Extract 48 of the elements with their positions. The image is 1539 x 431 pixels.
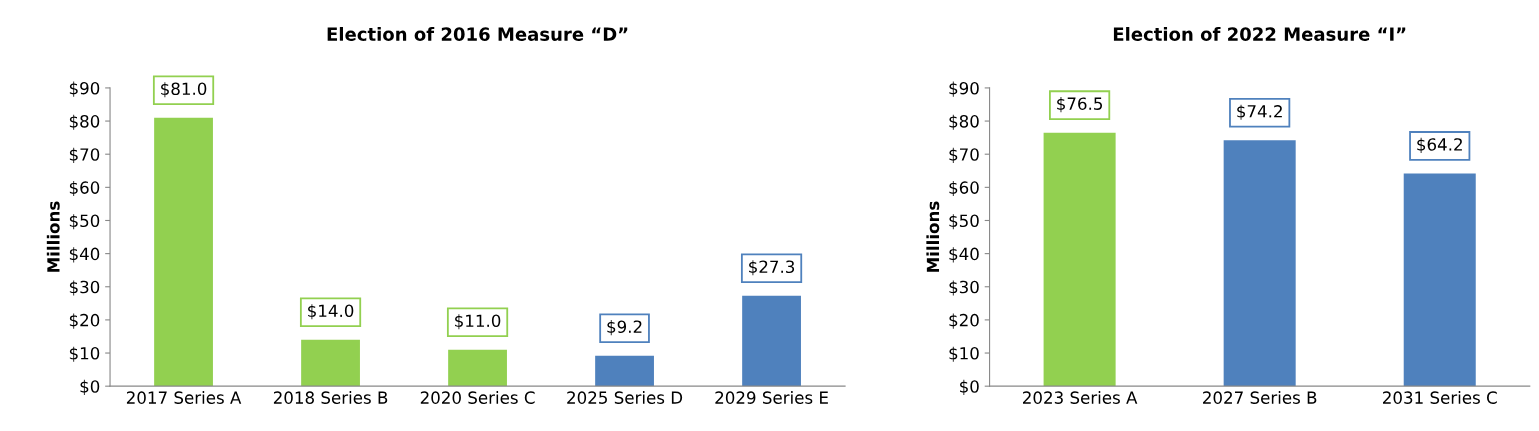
y-tick-label: $50	[69, 214, 100, 230]
data-label: $27.3	[749, 260, 795, 276]
chart-title: Election of 2016 Measure “D”	[327, 26, 628, 41]
y-tick-label: $40	[69, 247, 100, 263]
y-tick-label: $0	[960, 379, 979, 395]
x-tick-label: 2020 Series C	[420, 391, 535, 404]
x-tick-label: 2017 Series A	[126, 391, 242, 404]
y-tick-label: $20	[69, 313, 100, 329]
x-tick-label: 2018 Series B	[273, 391, 388, 404]
bar	[301, 339, 360, 387]
y-axis-title: Millions	[46, 201, 60, 272]
data-label: $81.0	[161, 82, 207, 98]
y-tick-label: $70	[69, 147, 100, 163]
bar	[154, 117, 213, 387]
bar	[1043, 132, 1116, 387]
bar	[595, 355, 654, 387]
y-tick-label: $0	[80, 379, 100, 395]
y-tick-label: $30	[69, 280, 100, 296]
y-tick-label: $70	[949, 147, 979, 163]
data-label: $76.5	[1057, 97, 1103, 113]
y-tick-label: $10	[69, 346, 100, 362]
y-tick-label: $40	[949, 247, 979, 263]
y-axis-title: Millions	[926, 201, 940, 272]
bar	[742, 295, 801, 387]
y-tick-label: $60	[69, 181, 100, 197]
y-tick-label: $90	[949, 81, 979, 97]
y-tick-label: $60	[949, 181, 979, 197]
y-tick-label: $90	[69, 81, 100, 97]
y-tick-label: $10	[949, 346, 979, 362]
y-tick-label: $20	[949, 313, 979, 329]
bar	[1223, 140, 1296, 387]
data-label: $9.2	[607, 320, 642, 336]
data-label: $74.2	[1237, 104, 1282, 120]
y-tick-label: $50	[949, 214, 979, 230]
y-tick-label: $80	[949, 114, 979, 130]
x-tick-label: 2029 Series E	[715, 391, 828, 404]
y-tick-label: $80	[69, 114, 100, 130]
data-label: $14.0	[308, 304, 354, 320]
x-tick-label: 2031 Series C	[1383, 391, 1497, 404]
data-label: $64.2	[1417, 137, 1462, 153]
bar	[1403, 173, 1476, 387]
x-tick-label: 2025 Series D	[567, 391, 683, 404]
x-tick-label: 2027 Series B	[1203, 391, 1317, 404]
bar	[448, 349, 507, 387]
y-tick-label: $30	[949, 280, 979, 296]
x-tick-label: 2023 Series A	[1023, 391, 1138, 404]
data-label: $11.0	[455, 314, 501, 330]
chart-title: Election of 2022 Measure “I”	[1113, 26, 1406, 41]
